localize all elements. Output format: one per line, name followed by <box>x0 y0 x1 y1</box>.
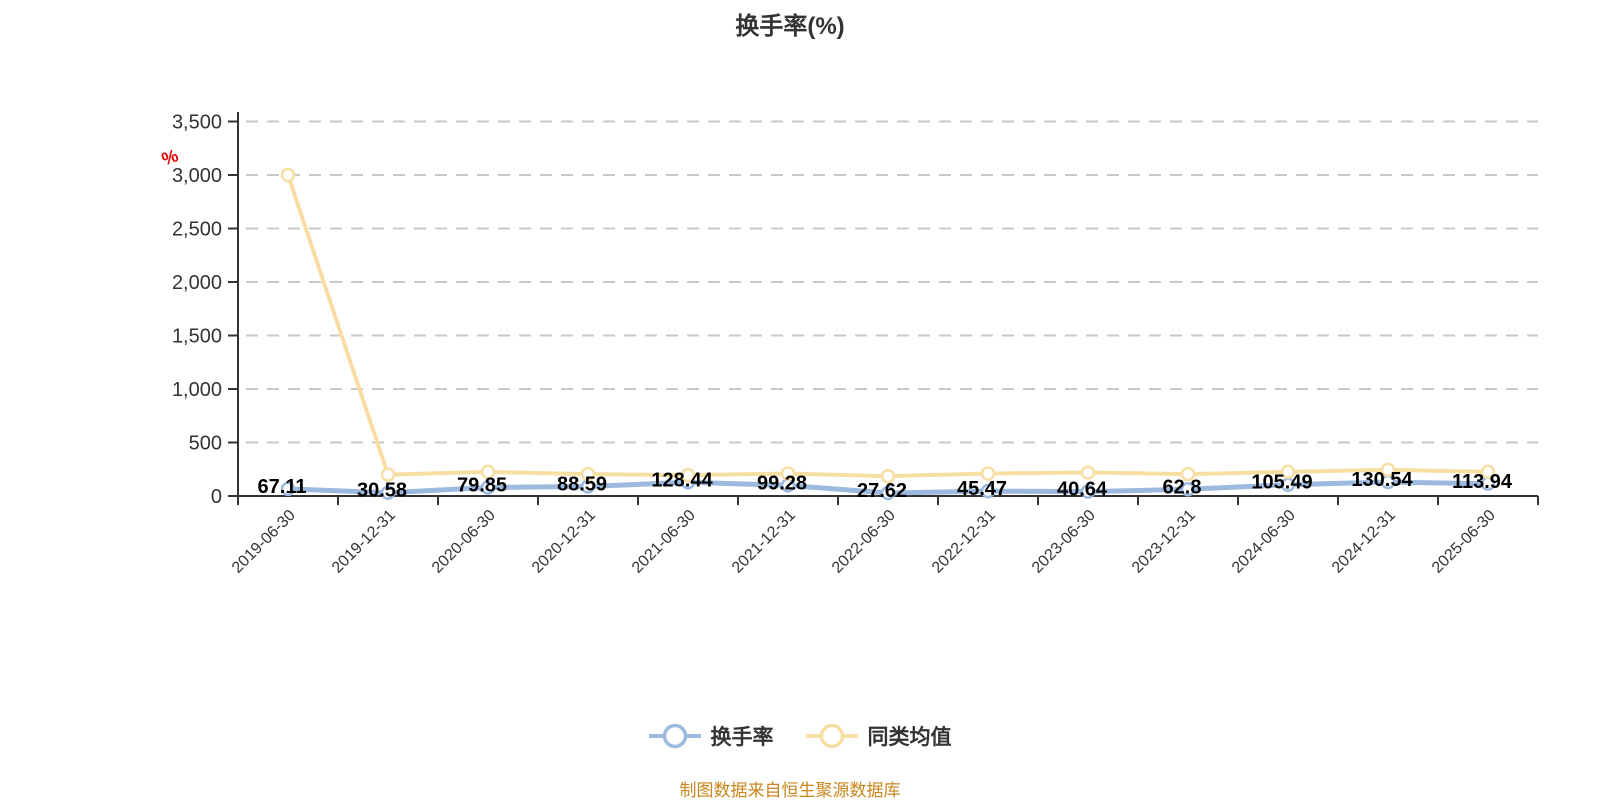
point-value-label: 62.8 <box>1163 476 1202 498</box>
y-axis-label: 0 <box>211 486 222 508</box>
y-axis-label: 2,500 <box>172 219 222 241</box>
x-axis-label: 2021-06-30 <box>629 507 699 577</box>
data-point-peer-average[interactable] <box>1180 466 1196 482</box>
y-axis-label: 500 <box>189 433 222 455</box>
data-point-peer-average[interactable] <box>780 466 796 481</box>
x-axis-label: 2022-12-31 <box>929 507 999 577</box>
data-point-peer-average[interactable] <box>880 468 896 484</box>
legend-marker-turnover-icon <box>648 723 701 749</box>
data-point-turnover[interactable] <box>980 483 996 499</box>
chart-canvas: 0 500 1,000 1,500 2,000 2,500 3,000 3,500% 2019-… <box>159 112 1539 577</box>
x-axis-label: 2023-06-30 <box>1029 507 1099 577</box>
legend-marker-peer-average-icon <box>805 723 858 749</box>
x-axis-label: 2019-12-31 <box>329 507 399 577</box>
point-value-label: 99.28 <box>757 472 807 494</box>
data-source-note: 制图数据来自恒生聚源数据库 <box>679 781 901 800</box>
data-point-peer-average[interactable] <box>1080 465 1096 480</box>
point-value-label: 30.58 <box>357 480 407 502</box>
data-point-peer-average[interactable] <box>1480 464 1496 480</box>
chart-title: 换手率(%) <box>735 13 845 40</box>
data-point-peer-average[interactable] <box>480 464 496 480</box>
data-point-turnover[interactable] <box>1180 482 1196 497</box>
x-axis-label: 2020-06-30 <box>429 507 499 577</box>
data-point-peer-average[interactable] <box>280 167 296 183</box>
data-point-peer-average[interactable] <box>580 466 596 482</box>
legend-label-peer-average: 同类均值 <box>867 726 952 749</box>
x-axis-label: 2025-06-30 <box>1429 507 1499 577</box>
y-axis-label: 3,500 <box>172 112 222 134</box>
x-axis-label: 2022-06-30 <box>829 507 899 577</box>
x-axis-label: 2019-06-30 <box>229 507 299 577</box>
point-value-label: 88.59 <box>557 474 607 496</box>
point-value-label: 113.94 <box>1452 471 1513 493</box>
point-value-label: 40.64 <box>1057 479 1108 501</box>
legend-item-turnover[interactable]: 换手率 <box>648 721 774 751</box>
legend-label-turnover: 换手率 <box>710 726 774 749</box>
point-value-label: 105.49 <box>1251 472 1312 494</box>
point-value-label: 27.62 <box>857 480 907 502</box>
chart-legend: 换手率 同类均值 <box>0 721 1600 751</box>
data-point-peer-average[interactable] <box>1380 462 1396 478</box>
x-axis-label: 2023-12-31 <box>1129 507 1199 577</box>
y-axis-unit-mark: % <box>159 145 181 169</box>
data-point-peer-average[interactable] <box>980 466 996 481</box>
x-axis-label: 2024-06-30 <box>1229 507 1299 577</box>
data-point-peer-average[interactable] <box>680 467 696 483</box>
x-axis-label: 2024-12-31 <box>1329 507 1399 577</box>
data-point-peer-average[interactable] <box>1280 464 1296 480</box>
data-point-turnover[interactable] <box>380 485 396 500</box>
series-line-peer-average <box>286 173 1490 479</box>
data-point-turnover[interactable] <box>880 485 896 501</box>
point-value-label: 67.11 <box>258 476 307 498</box>
point-value-label: 79.85 <box>457 474 507 496</box>
data-point-turnover[interactable] <box>280 481 296 497</box>
y-axis-label: 3,000 <box>172 165 222 187</box>
x-axis-label: 2021-12-31 <box>729 507 799 577</box>
data-point-peer-average[interactable] <box>380 467 396 482</box>
x-axis-label: 2020-12-31 <box>529 507 599 577</box>
y-axis-label: 1,000 <box>172 379 222 401</box>
data-point-turnover[interactable] <box>480 480 496 495</box>
point-value-label: 128.44 <box>651 469 713 491</box>
legend-item-peer-average[interactable]: 同类均值 <box>805 721 952 751</box>
point-value-label: 45.47 <box>957 478 1007 500</box>
point-value-label: 130.54 <box>1351 469 1413 491</box>
data-point-turnover[interactable] <box>1080 484 1096 499</box>
y-axis-label: 2,000 <box>172 272 222 294</box>
y-axis-label: 1,500 <box>172 326 222 348</box>
